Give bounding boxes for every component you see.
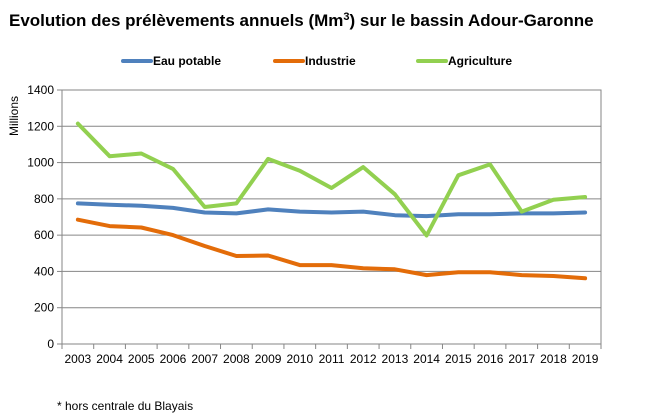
y-tick-label-1000: 1000 (27, 156, 54, 170)
x-tick-label-2015: 2015 (445, 352, 472, 366)
x-tick-label-2016: 2016 (477, 352, 504, 366)
legend-label-eau-potable: Eau potable (153, 54, 221, 68)
series-lines (75, 121, 588, 281)
chart-title-superscript: 3 (343, 11, 349, 23)
x-tick-label-2010: 2010 (286, 352, 313, 366)
x-tick-label-2003: 2003 (65, 352, 92, 366)
y-tick-label-1200: 1200 (27, 119, 54, 133)
gridlines (62, 125, 601, 309)
x-tick-label-2007: 2007 (191, 352, 218, 366)
x-tick-label-2018: 2018 (540, 352, 567, 366)
y-tick-label-800: 800 (34, 192, 54, 206)
x-tick-label-2004: 2004 (96, 352, 123, 366)
chart-title-end: ) sur le bassin Adour-Garonne (350, 11, 594, 30)
x-tick-label-2005: 2005 (128, 352, 155, 366)
y-tick-label-600: 600 (34, 228, 54, 242)
y-axis-title: Millions (7, 96, 21, 136)
x-tick-label-2013: 2013 (382, 352, 409, 366)
plot-area-border (61, 89, 602, 345)
x-tick-label-2012: 2012 (350, 352, 377, 366)
chart-title: Evolution des prélèvements annuels (Mm3)… (9, 11, 594, 30)
y-axis-ticks: 0 200 400 600 800 1000 1200 1400 (27, 83, 62, 351)
x-tick-label-2009: 2009 (255, 352, 282, 366)
y-tick-label-200: 200 (34, 301, 54, 315)
y-tick-label-0: 0 (47, 337, 54, 351)
chart-title-main: Evolution des prélèvements annuels (Mm (9, 11, 343, 30)
x-axis-ticks: 2003 2004 2005 2006 2007 2008 2009 2010 2011 2012… (61, 344, 602, 366)
series-line-industrie (75, 217, 588, 281)
legend-label-agriculture: Agriculture (448, 54, 512, 68)
footnote: * hors centrale du Blayais (57, 399, 193, 413)
y-tick-label-400: 400 (34, 264, 54, 278)
x-tick-label-2014: 2014 (413, 352, 440, 366)
series-line-agriculture (75, 121, 588, 238)
x-tick-label-2017: 2017 (508, 352, 535, 366)
x-tick-label-2019: 2019 (572, 352, 599, 366)
x-tick-label-2008: 2008 (223, 352, 250, 366)
series-line-eau-potable (75, 201, 588, 219)
y-tick-label-1400: 1400 (27, 83, 54, 97)
legend: Eau potable Industrie Agriculture (121, 54, 512, 68)
legend-label-industrie: Industrie (305, 54, 356, 68)
x-tick-label-2006: 2006 (160, 352, 187, 366)
x-tick-label-2011: 2011 (319, 352, 345, 366)
